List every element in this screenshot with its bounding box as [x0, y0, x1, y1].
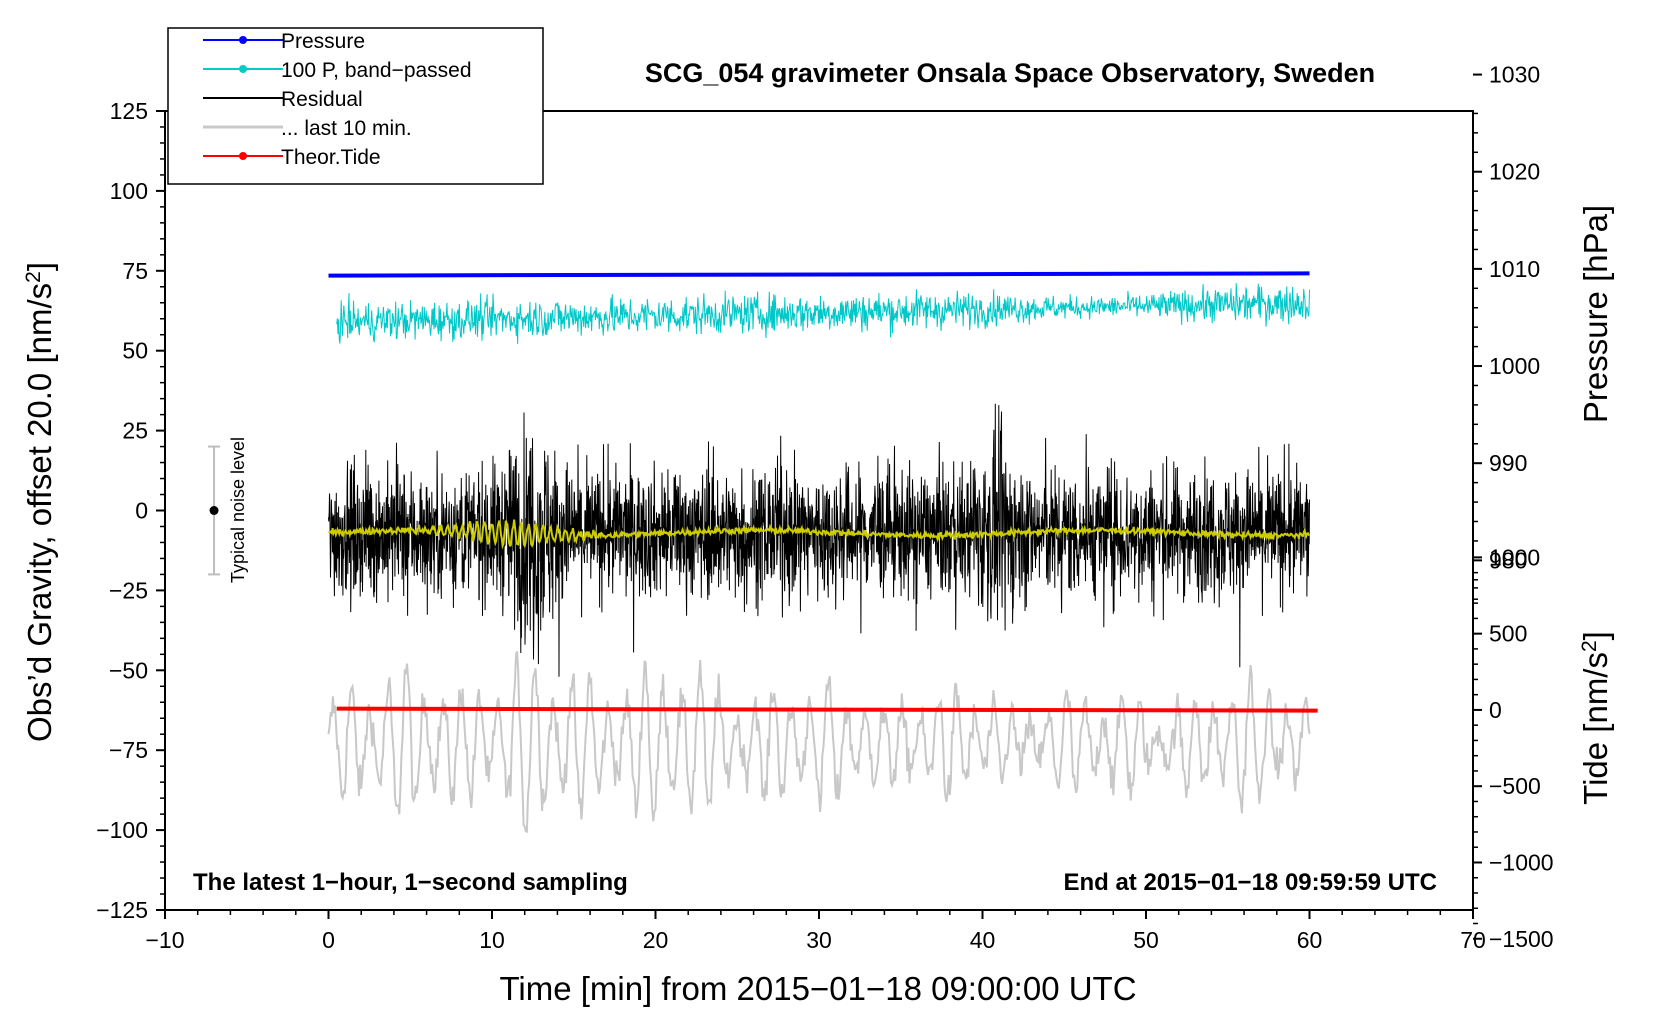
series-layer [208, 271, 1318, 834]
x-tick-label: −10 [145, 927, 184, 953]
x-tick-label: 60 [1297, 927, 1323, 953]
legend-label: Residual [281, 88, 363, 111]
y-tick-label: −50 [109, 657, 148, 683]
legend-marker [239, 152, 247, 160]
legend-marker [239, 65, 247, 73]
frame-layer: −10 0 10 20 30 40 50 60 701251007550250−25−50−75… [96, 62, 1553, 953]
legend-label: Theor.Tide [281, 146, 381, 169]
noise-level-label: Typical noise level [228, 437, 248, 583]
tide-tick-label: −500 [1489, 773, 1541, 799]
y-axis-label-main-sup: 2 [22, 271, 45, 283]
x-tick-label: 30 [806, 927, 832, 953]
y-tick-label: −75 [109, 737, 148, 763]
tide-tick-label: 500 [1489, 621, 1527, 647]
pressure-tick-label: 1000 [1489, 353, 1540, 379]
legend-label: 100 P, band−passed [281, 59, 472, 82]
y-tick-label: −100 [96, 817, 148, 843]
y-axis-label-tide-sup: 2 [1578, 640, 1601, 652]
noise-bar-dot [209, 506, 219, 515]
legend-marker [239, 36, 247, 44]
y-tick-label: 0 [135, 498, 148, 524]
y-tick-label: −125 [96, 897, 148, 923]
x-tick-label: 40 [970, 927, 996, 953]
y-tick-label: 125 [110, 98, 148, 124]
y-tick-label: 25 [122, 418, 148, 444]
pressure-tick-label: 990 [1489, 450, 1527, 476]
x-tick-label: 50 [1133, 927, 1159, 953]
text-layer: SCG_054 gravimeter Onsala Space Observat… [21, 58, 1614, 1007]
x-tick-label: 20 [643, 927, 669, 953]
series-residual [328, 403, 1310, 677]
y-tick-label: 50 [122, 338, 148, 364]
legend-label: ... last 10 min. [281, 117, 412, 140]
annotation-left: The latest 1−hour, 1−second sampling [193, 869, 628, 896]
tide-tick-label: −1000 [1489, 849, 1554, 875]
x-tick-label: 70 [1460, 927, 1486, 953]
pressure-tick-label: 1030 [1489, 62, 1540, 88]
y-tick-label: 100 [110, 178, 148, 204]
pressure-tick-label: 1020 [1489, 159, 1540, 185]
series-band-passed [336, 283, 1310, 344]
tide-tick-label: 1000 [1489, 544, 1540, 570]
y-axis-label-main: Obs’d Gravity, offset 20.0 [nm/s2] [21, 262, 58, 742]
pressure-tick-label: 1010 [1489, 256, 1540, 282]
x-axis-label: Time [min] from 2015−01−18 09:00:00 UTC [499, 970, 1136, 1007]
y-tick-label: −25 [109, 577, 148, 603]
y-tick-label: 75 [122, 258, 148, 284]
tide-tick-label: −1500 [1489, 926, 1554, 952]
pressure-tick-label: 980 [1489, 547, 1527, 573]
tide-tick-label: 0 [1489, 697, 1502, 723]
series-pressure [328, 271, 1310, 278]
annotation-right: End at 2015−01−18 09:59:59 UTC [1063, 869, 1437, 896]
x-tick-label: 10 [479, 927, 505, 953]
y-axis-label-tide: Tide [nm/s2] [1577, 631, 1614, 805]
legend-label: Pressure [281, 30, 365, 53]
series-theor-tide [336, 706, 1318, 713]
chart-title: SCG_054 gravimeter Onsala Space Observat… [645, 58, 1375, 88]
series-last-10-min [327, 651, 1311, 834]
y-axis-label-pressure: Pressure [hPa] [1577, 205, 1614, 423]
legend-box [167, 27, 544, 185]
series-residual-smoothed [327, 519, 1310, 550]
legend: Pressure 100 P, band−passed Residual ... la… [167, 27, 544, 185]
x-tick-label: 0 [322, 927, 335, 953]
